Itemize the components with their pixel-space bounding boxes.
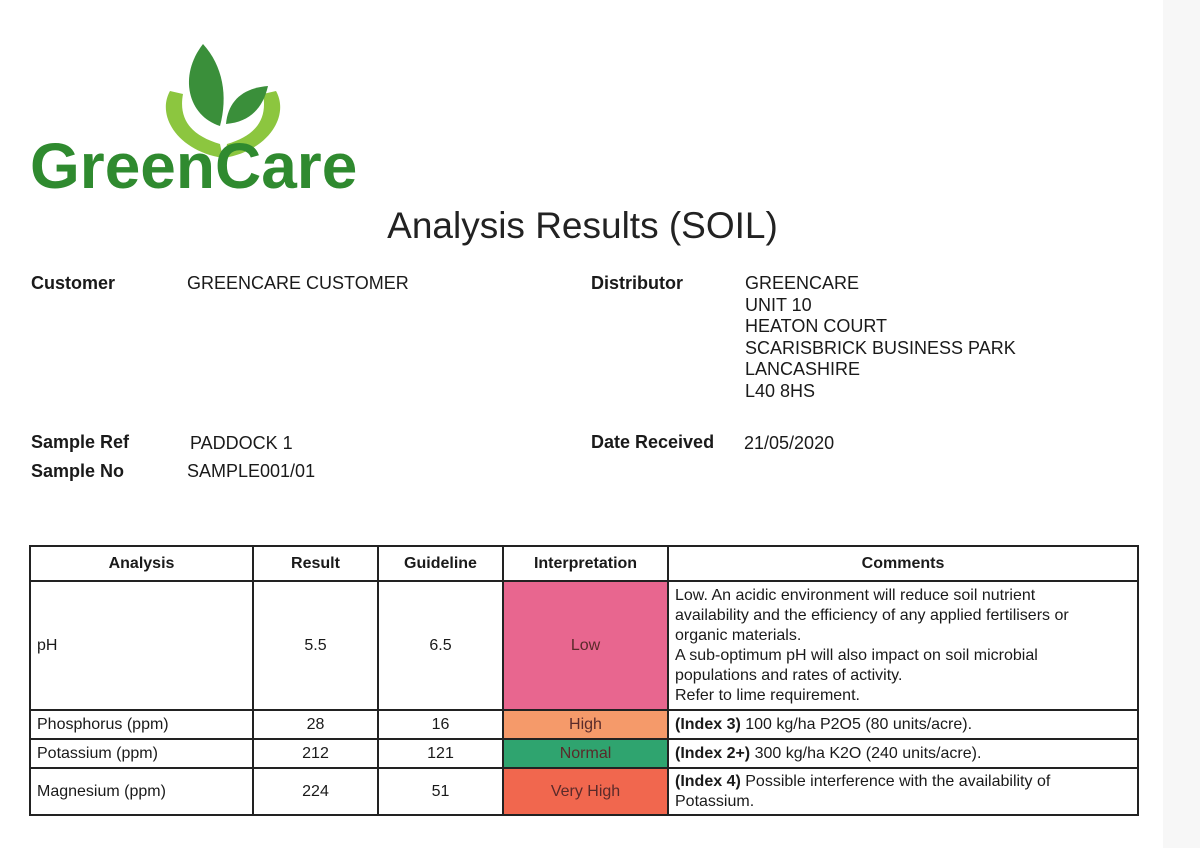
date-received-value: 21/05/2020 — [744, 433, 835, 453]
comment-line: A sub-optimum pH will also impact on soi… — [675, 646, 1038, 664]
guideline-cell: 6.5 — [377, 580, 504, 711]
customer-value: GREENCARE CUSTOMER — [187, 273, 409, 293]
comment-line: Refer to lime requirement. — [675, 686, 860, 704]
result-cell: 224 — [252, 767, 379, 816]
header-comments: Comments — [667, 545, 1139, 582]
comment-line: Potassium. — [675, 792, 755, 810]
header-guideline: Guideline — [377, 545, 504, 582]
date-received-label: Date Received — [591, 432, 715, 452]
comments-cell: (Index 2+) 300 kg/ha K2O (240 units/acre… — [667, 738, 1139, 769]
comment-line: 100 kg/ha P2O5 (80 units/acre). — [740, 715, 973, 733]
comment-line: Possible interference with the availabil… — [740, 772, 1051, 790]
comment-line: 300 kg/ha K2O (240 units/acre). — [750, 744, 982, 762]
analysis-cell: Potassium (ppm) — [29, 738, 254, 769]
interpretation-cell: Very High — [502, 767, 669, 816]
left-hand-icon — [165, 91, 223, 158]
comment-line: Low. An acidic environment will reduce s… — [675, 586, 1036, 604]
sample-ref-value: PADDOCK 1 — [190, 433, 293, 453]
comment-index: (Index 4) — [675, 772, 741, 790]
result-cell: 212 — [252, 738, 379, 769]
table-row: Potassium (ppm) 212 121 Normal (Index 2+) 30… — [29, 738, 1139, 769]
guideline-cell: 16 — [377, 709, 504, 740]
result-cell: 28 — [252, 709, 379, 740]
comment-line: availability and the efficiency of any a… — [675, 606, 1069, 624]
interpretation-cell: Normal — [502, 738, 669, 769]
comments-cell: Low. An acidic environment will reduce s… — [667, 580, 1139, 711]
big-leaf-icon — [188, 44, 224, 126]
sample-no-value: SAMPLE001/01 — [187, 461, 316, 481]
logo-text: GreenCare — [30, 130, 357, 196]
small-leaf-icon — [226, 86, 268, 124]
greencare-logo: GreenCare — [30, 44, 357, 196]
address-line: HEATON COURT — [745, 316, 888, 337]
sample-no-label: Sample No — [31, 461, 125, 481]
address-line: LANCASHIRE — [745, 359, 861, 380]
guideline-cell: 51 — [377, 767, 504, 816]
analysis-cell: Magnesium (ppm) — [29, 767, 254, 816]
address-line: GREENCARE — [745, 273, 860, 293]
address-line: UNIT 10 — [745, 294, 812, 315]
comment-index: (Index 2+) — [675, 744, 751, 762]
table-row: Magnesium (ppm) 224 51 Very High (Index 4) P… — [29, 767, 1139, 816]
analysis-cell: Phosphorus (ppm) — [29, 709, 254, 740]
comment-line: populations and rates of activity. — [675, 666, 903, 684]
comments-cell: (Index 4) Possible interference with the… — [667, 767, 1139, 816]
interpretation-cell: Low — [502, 580, 669, 711]
comments-cell: (Index 3) 100 kg/ha P2O5 (80 units/acre)… — [667, 709, 1139, 740]
header-result: Result — [252, 545, 379, 582]
interpretation-cell: High — [502, 709, 669, 740]
address-line: SCARISBRICK BUSINESS PARK — [745, 337, 1016, 358]
analysis-table: Analysis Result Guideline Interpretation… — [29, 545, 1139, 816]
comment-index: (Index 3) — [675, 715, 741, 733]
customer-label: Customer — [31, 273, 116, 293]
scan-edge — [1163, 0, 1200, 848]
analysis-cell: pH — [29, 580, 254, 711]
header-analysis: Analysis — [29, 545, 254, 582]
header-interpretation: Interpretation — [502, 545, 669, 582]
page-title: Analysis Results (SOIL) — [387, 205, 778, 246]
guideline-cell: 121 — [377, 738, 504, 769]
sample-ref-label: Sample Ref — [31, 432, 130, 452]
distributor-label: Distributor — [591, 273, 683, 293]
result-cell: 5.5 — [252, 580, 379, 711]
address-line: L40 8HS — [745, 380, 816, 401]
comment-line: organic materials. — [675, 626, 802, 644]
table-header-row: Analysis Result Guideline Interpretation… — [29, 545, 1139, 582]
table-row: Phosphorus (ppm) 28 16 High (Index 3) 100 kg… — [29, 709, 1139, 740]
table-row: pH 5.5 6.5 Low Low. An acidic environment wi… — [29, 580, 1139, 711]
distributor-address: GREENCARE UNIT 10 HEATON COURT SCARISBRI… — [745, 273, 1016, 403]
right-hand-icon — [224, 91, 281, 158]
